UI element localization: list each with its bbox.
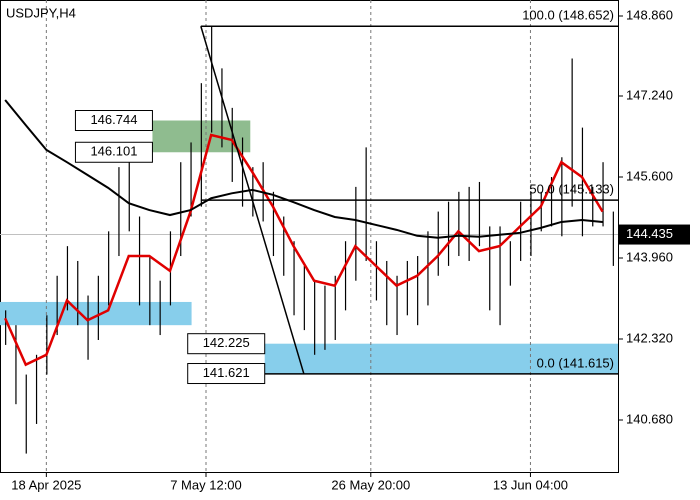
y-tick-label: 143.960 (626, 249, 673, 264)
fib-label: 0.0 (141.615) (537, 355, 614, 370)
fib-label: 100.0 (148.652) (522, 8, 614, 23)
y-tick-label: 147.240 (626, 87, 673, 102)
y-tick-label: 145.600 (626, 168, 673, 183)
x-tick-label: 7 May 12:00 (170, 477, 242, 492)
x-tick-label: 13 Jun 04:00 (493, 477, 568, 492)
y-tick-label: 140.680 (626, 411, 673, 426)
price-label: 146.744 (90, 112, 137, 127)
plot-frame (0, 0, 619, 473)
fib-label: 50.0 (145.133) (529, 182, 614, 197)
x-tick-label: 18 Apr 2025 (11, 477, 81, 492)
price-label-box (74, 110, 153, 132)
price-label: 142.225 (203, 335, 250, 350)
zone (0, 301, 192, 326)
chart-title: USDJPY,H4 (6, 5, 76, 20)
moving-average (4, 133, 604, 367)
zone (264, 343, 618, 374)
last-price-label: 144.435 (626, 226, 673, 241)
y-tick-label: 142.320 (626, 330, 673, 345)
price-label-box (187, 333, 266, 355)
price-label-box (187, 363, 266, 385)
price-label: 146.101 (90, 144, 137, 159)
y-tick-label: 148.860 (626, 7, 673, 22)
last-price-box (618, 224, 690, 245)
moving-average (4, 99, 603, 239)
price-label: 141.621 (203, 365, 250, 380)
price-label-box (74, 141, 153, 163)
x-tick-label: 26 May 20:00 (331, 477, 410, 492)
